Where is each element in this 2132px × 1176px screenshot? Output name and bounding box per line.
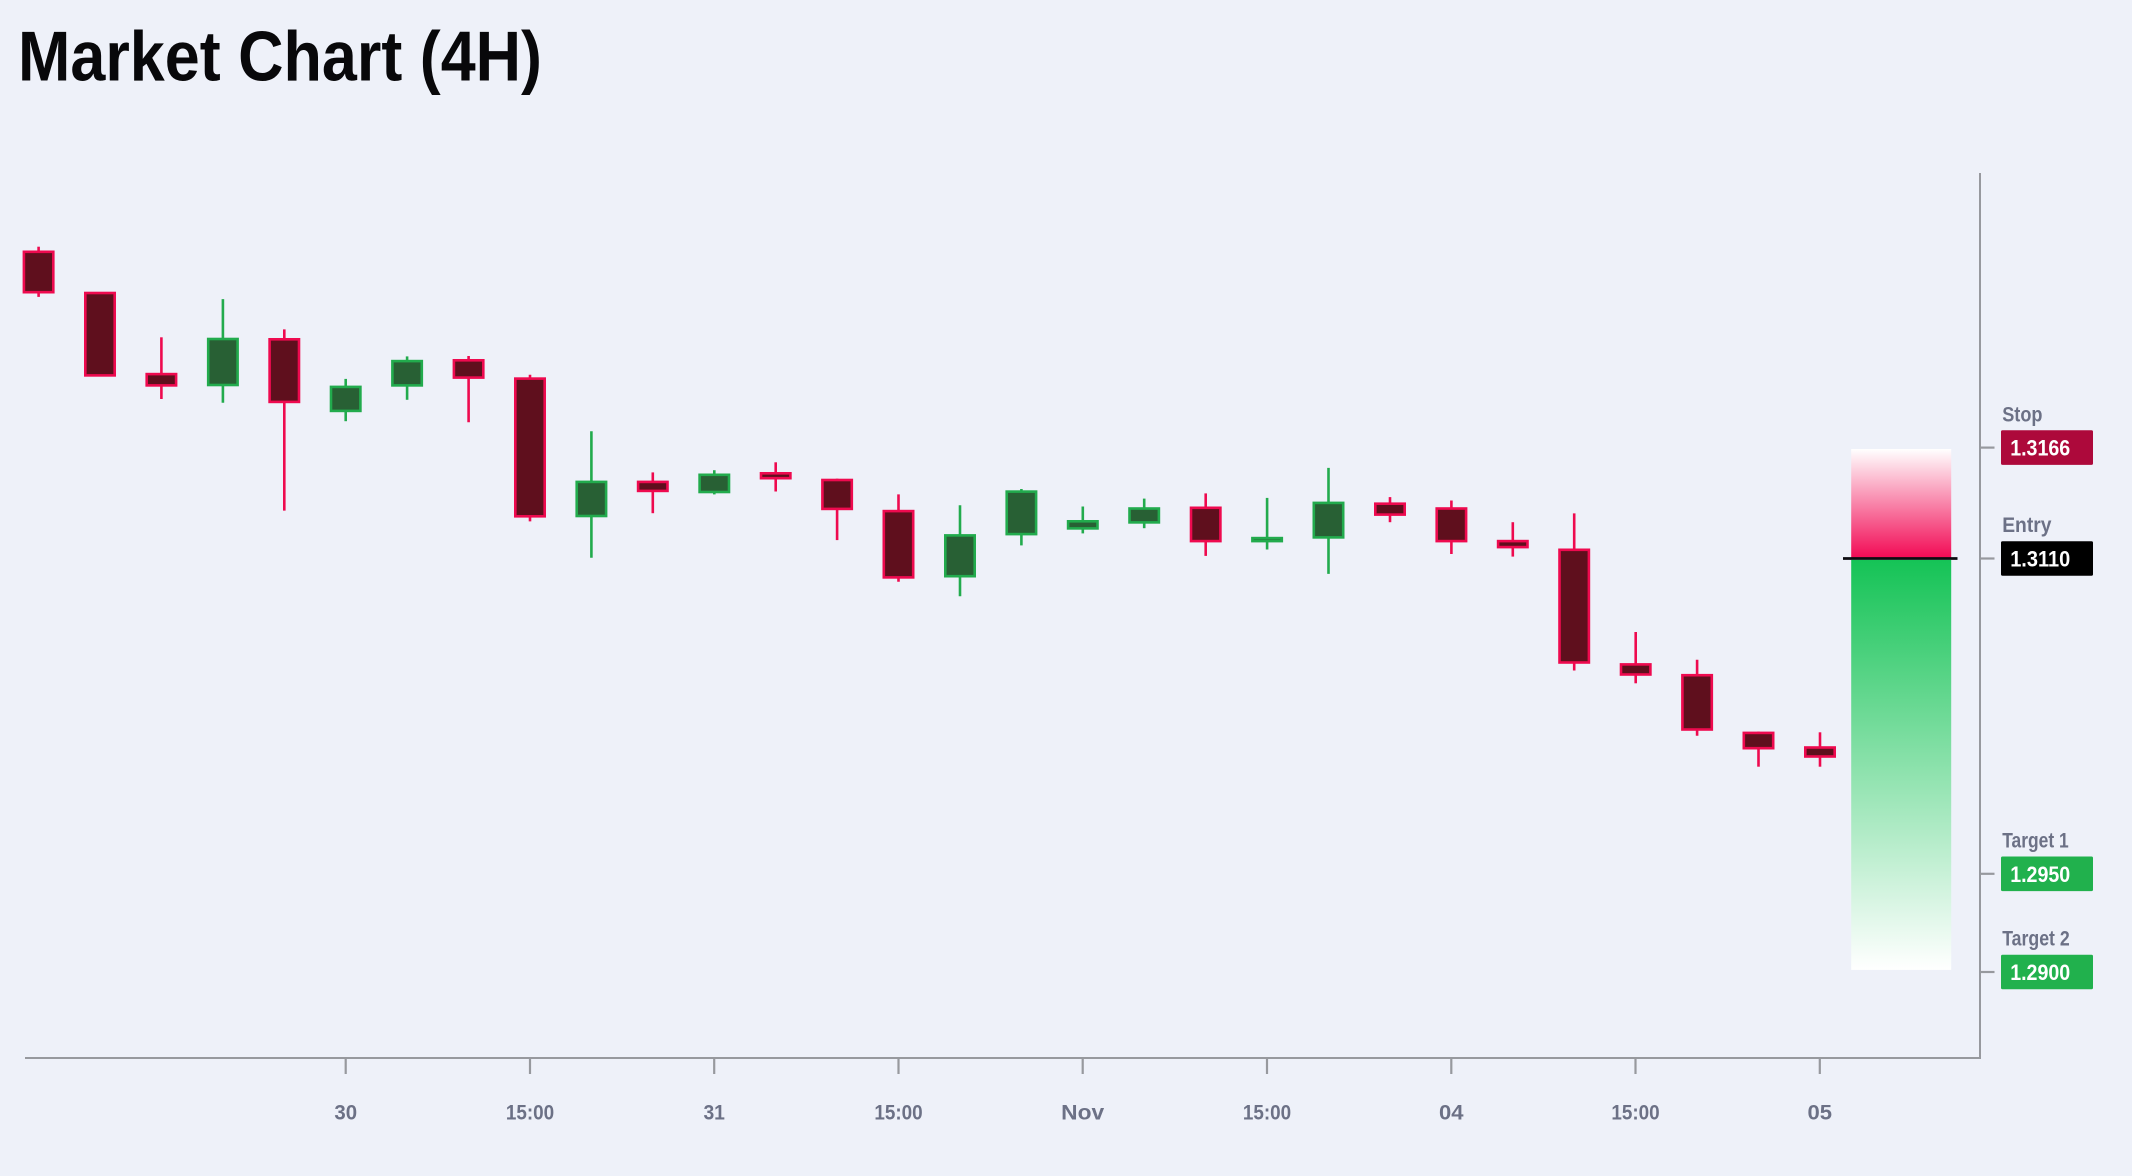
svg-text:Target 2: Target 2 — [2002, 927, 2070, 951]
svg-text:1.3110: 1.3110 — [2010, 547, 2070, 572]
svg-text:31: 31 — [703, 1101, 725, 1125]
svg-text:1.2950: 1.2950 — [2010, 862, 2070, 887]
svg-text:Nov: Nov — [1061, 1101, 1104, 1125]
svg-text:15:00: 15:00 — [874, 1101, 922, 1125]
svg-text:15:00: 15:00 — [1611, 1101, 1659, 1125]
svg-text:Market Chart (4H): Market Chart (4H) — [18, 16, 542, 95]
svg-text:Target 1: Target 1 — [2002, 829, 2069, 853]
svg-text:Stop: Stop — [2002, 402, 2042, 426]
svg-text:05: 05 — [1808, 1101, 1833, 1125]
svg-text:04: 04 — [1439, 1101, 1464, 1125]
svg-text:Entry: Entry — [2002, 513, 2051, 537]
svg-text:15:00: 15:00 — [1243, 1101, 1291, 1125]
svg-text:1.3166: 1.3166 — [2010, 436, 2070, 461]
svg-text:15:00: 15:00 — [506, 1101, 554, 1125]
svg-text:30: 30 — [334, 1101, 357, 1125]
svg-text:1.2900: 1.2900 — [2010, 960, 2070, 985]
